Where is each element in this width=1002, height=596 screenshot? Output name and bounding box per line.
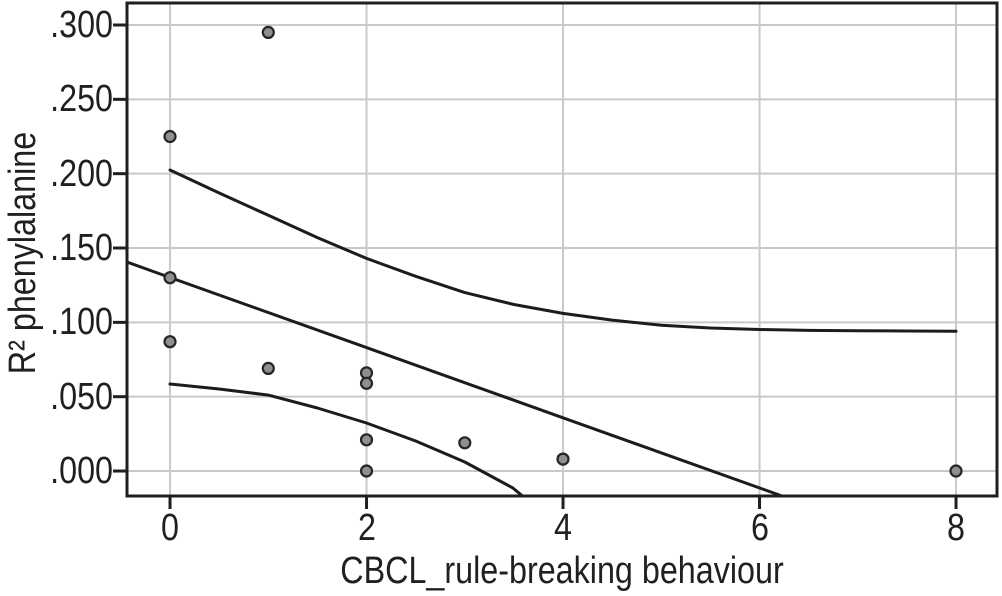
y-tick-label: .250: [50, 78, 113, 121]
x-tick-label: 2: [357, 507, 376, 549]
x-tick-label: 8: [947, 507, 965, 549]
scatter-point: [359, 464, 374, 478]
scatter-point: [163, 271, 177, 285]
y-axis-title: R² phenylalanine: [2, 131, 44, 375]
y-tick-label: .050: [50, 375, 113, 418]
plot-border: [125, 1, 999, 498]
scatter-point: [949, 464, 963, 478]
x-tick-label: 0: [161, 507, 180, 549]
x-tick-label: 6: [750, 507, 769, 549]
y-tick-label: .200: [50, 152, 113, 195]
scatter-point: [556, 452, 570, 466]
y-tick-label: .150: [50, 227, 113, 269]
scatter-point: [163, 129, 177, 144]
upper-confidence-band: [168, 168, 958, 333]
scatter-point: [359, 433, 374, 447]
scatter-point: [261, 361, 275, 375]
y-tick-label: .100: [50, 301, 113, 344]
scatter-point: [359, 376, 374, 390]
fit-line: [127, 260, 784, 496]
scatter-point: [163, 335, 177, 349]
lower-confidence-band: [168, 382, 525, 496]
y-tick-label: .000: [50, 450, 113, 493]
scatter-point: [261, 25, 275, 40]
x-axis-title: CBCL_rule-breaking behaviour: [340, 550, 784, 592]
y-tick-label: .300: [50, 4, 113, 46]
scatter-point: [458, 436, 472, 450]
x-tick-label: 4: [554, 507, 573, 549]
